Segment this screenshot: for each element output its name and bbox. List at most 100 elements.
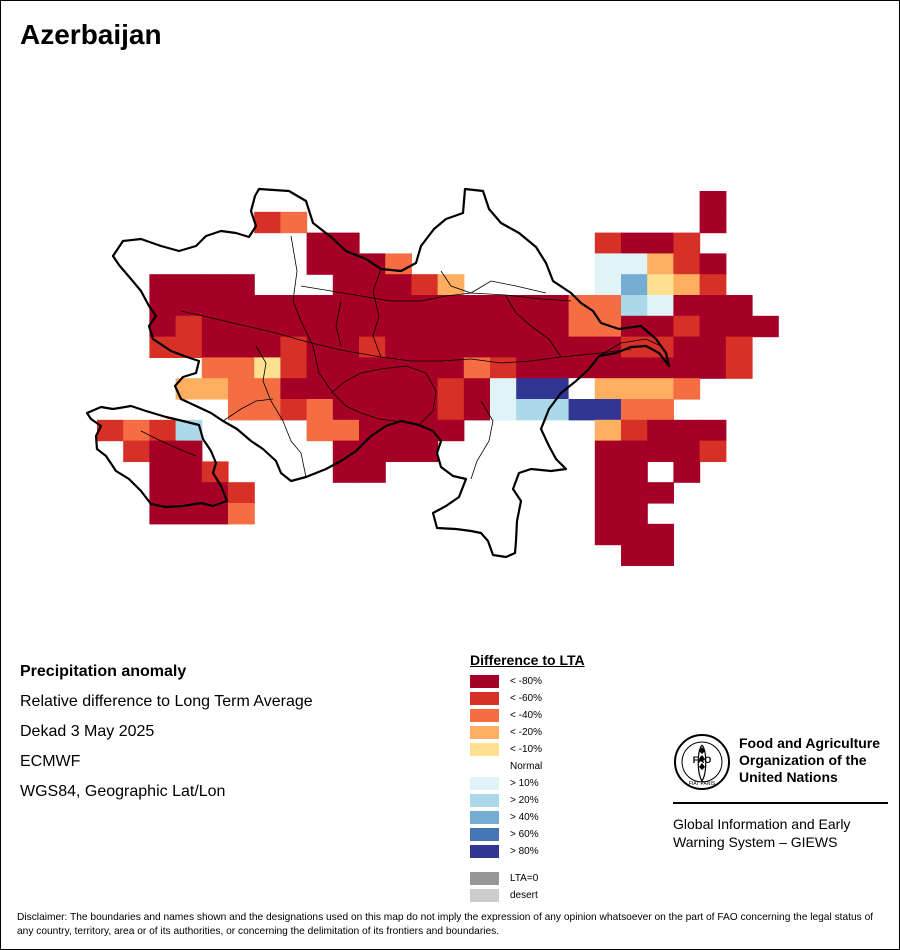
giews-line: Warning System – GIEWS bbox=[673, 834, 838, 850]
anomaly-cell bbox=[332, 357, 360, 379]
legend-label: < -20% bbox=[510, 727, 542, 738]
anomaly-cell bbox=[411, 419, 439, 442]
anomaly-cell bbox=[359, 461, 386, 483]
legend-label: > 60% bbox=[510, 829, 539, 840]
anomaly-cell bbox=[647, 378, 674, 400]
anomaly-cell bbox=[699, 295, 727, 317]
anomaly-cell bbox=[175, 482, 203, 504]
anomaly-cell bbox=[332, 274, 360, 296]
legend-label: Normal bbox=[510, 761, 543, 772]
legend-label: > 80% bbox=[510, 846, 539, 857]
legend-swatch bbox=[470, 811, 499, 824]
anomaly-cell bbox=[175, 503, 203, 525]
anomaly-cell bbox=[594, 399, 622, 421]
anomaly-cell bbox=[123, 419, 150, 442]
country-boundary bbox=[85, 187, 671, 559]
anomaly-cell bbox=[647, 482, 674, 504]
anomaly-cell bbox=[647, 544, 674, 566]
anomaly-cell bbox=[411, 440, 439, 462]
anomaly-cell bbox=[385, 440, 412, 462]
anomaly-cell bbox=[359, 315, 386, 338]
anomaly-cell bbox=[201, 315, 229, 338]
anomaly-cell bbox=[594, 253, 622, 275]
anomaly-cell bbox=[699, 336, 727, 358]
anomaly-cell bbox=[490, 336, 517, 358]
anomaly-cell bbox=[437, 357, 465, 379]
anomaly-cell bbox=[306, 399, 334, 421]
legend-item: > 80% bbox=[470, 843, 585, 860]
anomaly-cell bbox=[699, 315, 727, 338]
anomaly-cell bbox=[673, 440, 701, 462]
anomaly-cell bbox=[673, 461, 701, 483]
anomaly-cell bbox=[411, 399, 439, 421]
anomaly-cell bbox=[542, 399, 570, 421]
province-line bbox=[290, 235, 397, 422]
anomaly-cell bbox=[621, 461, 648, 483]
anomaly-cell bbox=[621, 295, 648, 317]
fao-name-line: Organization of the bbox=[739, 752, 867, 768]
anomaly-cell bbox=[385, 295, 412, 317]
anomaly-cell bbox=[516, 315, 543, 338]
anomaly-cell bbox=[254, 378, 281, 400]
anomaly-cell bbox=[621, 523, 648, 546]
fao-name-line: United Nations bbox=[739, 769, 838, 785]
anomaly-cell bbox=[306, 378, 334, 400]
province-line bbox=[255, 345, 307, 478]
mainland-boundary bbox=[111, 187, 671, 559]
anomaly-cell bbox=[673, 253, 701, 275]
anomaly-cell bbox=[254, 295, 281, 317]
legend-item: desert bbox=[470, 887, 585, 904]
legend-swatch bbox=[470, 889, 499, 902]
anomaly-cell bbox=[175, 315, 203, 338]
anomaly-cell bbox=[149, 503, 177, 525]
legend-label: > 20% bbox=[510, 795, 539, 806]
legend-swatch bbox=[470, 828, 499, 841]
anomaly-cell bbox=[463, 378, 491, 400]
anomaly-cell bbox=[621, 544, 648, 566]
anomaly-cell bbox=[594, 419, 622, 442]
anomaly-cell bbox=[149, 315, 177, 338]
fao-divider bbox=[673, 802, 888, 804]
anomaly-cell bbox=[437, 315, 465, 338]
anomaly-cell bbox=[594, 295, 622, 317]
legend-classes: < -80% < -60% < -40% < -20% < -10% Normal > 10… bbox=[470, 673, 585, 860]
anomaly-cell bbox=[359, 399, 386, 421]
anomaly-cell bbox=[647, 357, 674, 379]
anomaly-cell bbox=[647, 295, 674, 317]
anomaly-cell bbox=[699, 440, 727, 462]
anomaly-cell bbox=[490, 295, 517, 317]
anomaly-cell bbox=[201, 336, 229, 358]
anomaly-cell bbox=[332, 461, 360, 483]
anomaly-cell bbox=[699, 253, 727, 275]
anomaly-cell bbox=[385, 399, 412, 421]
anomaly-cell bbox=[411, 274, 439, 296]
legend-item: < -20% bbox=[470, 724, 585, 741]
anomaly-cell bbox=[725, 315, 753, 338]
anomaly-cell bbox=[568, 357, 596, 379]
anomaly-cell bbox=[594, 503, 622, 525]
anomaly-cell bbox=[201, 295, 229, 317]
anomaly-cell bbox=[516, 357, 543, 379]
anomaly-cell bbox=[490, 378, 517, 400]
map-title: Azerbaijan bbox=[20, 19, 162, 50]
legend-label: < -80% bbox=[510, 676, 542, 687]
anomaly-cell bbox=[516, 336, 543, 358]
anomaly-cell bbox=[201, 503, 229, 525]
anomaly-cell bbox=[699, 419, 727, 442]
anomaly-cell bbox=[254, 336, 281, 358]
anomaly-cell bbox=[332, 232, 360, 254]
anomaly-cell bbox=[280, 295, 308, 317]
anomaly-cell bbox=[673, 274, 701, 296]
anomaly-cell bbox=[699, 191, 727, 213]
anomaly-cell bbox=[123, 440, 150, 462]
province-line bbox=[598, 338, 662, 357]
anomaly-cell bbox=[175, 440, 203, 462]
anomaly-cell bbox=[385, 357, 412, 379]
legend-item: > 10% bbox=[470, 775, 585, 792]
anomaly-cell bbox=[175, 274, 203, 296]
anomaly-cell bbox=[228, 274, 255, 296]
anomaly-cell bbox=[673, 419, 701, 442]
anomaly-cell bbox=[673, 378, 701, 400]
anomaly-cell bbox=[411, 315, 439, 338]
